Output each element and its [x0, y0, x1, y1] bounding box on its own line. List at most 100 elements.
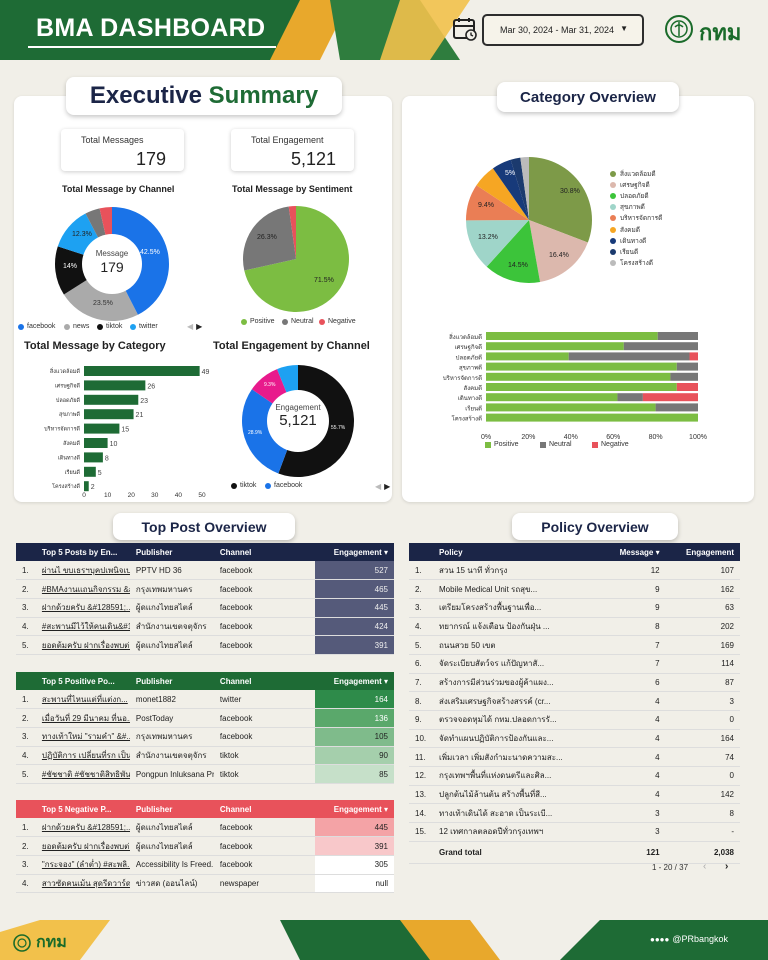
chevron-left-icon: ◀ [375, 482, 382, 491]
table-row[interactable]: 9. ตรวจจอดหุมได้ กทม.ปลอดการรั... 4 0 [409, 710, 740, 730]
table-cell: 424 [314, 617, 394, 637]
table-cell: 445 [314, 818, 394, 838]
stack-segment [486, 362, 677, 371]
table-cell: twitter [213, 690, 315, 710]
legend-twitter: twitter [130, 323, 158, 330]
chevron-left-icon[interactable]: ‹ [703, 861, 707, 872]
column-header[interactable]: Publisher [129, 800, 214, 818]
column-header[interactable]: Channel [213, 800, 315, 818]
table-row[interactable]: 5.ยอดต้มครับ ฝากเรื่องพบต่อ...ผู้ดแกงไทย… [16, 635, 394, 655]
table-row[interactable]: 1. ฝากด้วยครับ &#128591;... ผู้ดแกงไทยสไตล… [16, 818, 394, 838]
table-row[interactable]: 4. ทยากรณ์ แจ้งเตือน ป้องกันฝุ่น ... 8 202 [409, 617, 740, 637]
category-bar [84, 394, 139, 405]
category-tick-label: เรียนดี [465, 404, 482, 412]
table-cell: 6 [601, 673, 666, 693]
table-row[interactable]: 1.ผ่านไ ขบเธรฯบุคปเพนิจเบร่า...PPTV HD 3… [16, 561, 394, 581]
table-row[interactable]: 3. ทางเท้าใหม่ "รามคำ" &#... กรุงเทพมหานคร… [16, 727, 394, 747]
table-row[interactable]: 14. ทางเท้าเดินได้ สะอาด เป็นระเบี... 3 8 [409, 803, 740, 824]
column-header[interactable]: Engagement ▾ [314, 543, 394, 561]
table-cell: - [665, 822, 740, 842]
column-header[interactable]: Engagement [665, 543, 740, 561]
legend-pager[interactable]: ◀ ▶ [375, 482, 390, 491]
table-row[interactable]: 4. #สะพานมีไว้ให้คนเดิน&#1... สำนักงานเขตจ… [16, 617, 394, 637]
table-row[interactable]: 11. เพิ่มเวลา เพิ่มสังกำมะนาดความสะ... 4 74 [409, 747, 740, 768]
legend-pager[interactable]: ◀ ▶ [187, 322, 202, 331]
stack-segment [617, 393, 643, 402]
table-cell: 12. [409, 766, 433, 786]
table-row[interactable]: 4. สาวซัดคนเม้น สุดรีดวาร์ด ข่าวสด (ออนไลน… [16, 874, 394, 894]
category-bar [84, 380, 146, 391]
table-row[interactable]: 8. ส่งเสริมเศรษฐกิจสร้างสรรค์ (cr... 4 3 [409, 691, 740, 711]
column-header[interactable]: Top 5 Negative P... [35, 800, 130, 818]
column-header[interactable]: Policy [433, 543, 602, 561]
legend-item: สังคมดี [610, 224, 662, 235]
table-row[interactable]: 6. จัดระเบียบสัตว์จร แก้ปัญหาสั... 7 114 [409, 654, 740, 674]
table-row[interactable]: 2.#BMAงานแถนกิจกรรม &#...กรุงเทพมหานครfa… [16, 579, 394, 599]
table-row[interactable]: 10. จัดทำแผนปฏิบัติการป้องกันและ... 4 164 [409, 729, 740, 749]
column-header[interactable]: Channel [213, 672, 315, 690]
table-cell: 15. [409, 822, 433, 842]
channel-donut-chart [55, 207, 169, 321]
axis-tick-label: 30 [151, 492, 159, 499]
kpi-value: 179 [135, 149, 166, 169]
table-row[interactable]: 5. ถนนสวย 50 เขต 7 169 [409, 635, 740, 655]
table-cell: 14. [409, 803, 433, 824]
bar-value-label: 23 [140, 398, 148, 405]
category-slice [486, 220, 541, 283]
bar-value-label: 5 [98, 470, 102, 477]
dashboard-title: BMA DASHBOARD [36, 14, 266, 42]
column-header[interactable]: Publisher [129, 543, 214, 561]
column-header[interactable]: Message ▾ [601, 543, 666, 561]
table-cell: 4. [16, 617, 36, 637]
chevron-right-icon[interactable]: › [725, 861, 729, 872]
slice-label: 5% [505, 170, 516, 177]
table-row[interactable]: 5.#ชัชชาติ #ชัชชาติสิทธิพันธุ์...Pongpun… [16, 764, 394, 784]
table-cell: 2. [16, 579, 36, 599]
column-header[interactable]: Top 5 Posts by En... [35, 543, 130, 561]
date-range-selector[interactable]: Mar 30, 2024 - Mar 31, 2024 ▼ [482, 14, 644, 46]
table-cell: 4. [16, 874, 36, 894]
table-cell: 1. [16, 690, 36, 710]
table-cell: สะพานที่ไหนแต่ที่แต่งก... [35, 690, 130, 710]
table-row[interactable]: 12. กรุงเทพฯพื้นที่แห่งดนตรีและศิล... 4 0 [409, 766, 740, 786]
legend-item: เรียนดี [610, 246, 662, 257]
date-range-text: Mar 30, 2024 - Mar 31, 2024 [500, 25, 615, 35]
column-header[interactable]: Engagement ▾ [314, 672, 394, 690]
table-cell: "กระจอง" (ลำต่ำ) #สะพลิ... [35, 855, 130, 875]
table-cell: ผ่านไ ขบเธรฯบุคปเพนิจเบร่า... [35, 561, 130, 581]
column-header[interactable]: Top 5 Positive Po... [35, 672, 130, 690]
social-links[interactable]: ●●●● @PRbangkok [650, 934, 728, 944]
table-row[interactable]: 2. เมื่อวันที่ 29 มีนาคม ที่นอ... PostToda… [16, 708, 394, 728]
table-row[interactable]: 2. Mobile Medical Unit รถสุข... 9 162 [409, 579, 740, 599]
table-cell: 527 [314, 561, 394, 581]
table-row[interactable]: 7. สร้างการมีส่วนร่วมของผู้ค้าแผง... 6 87 [409, 673, 740, 693]
table-cell: ทางเท้าใหม่ "รามคำ" &#... [35, 727, 130, 747]
table-cell: ฝากด้วยครับ &#128591;... [35, 818, 130, 838]
kpi-total-engagement: Total Engagement 5,121 [231, 129, 354, 171]
column-header[interactable]: Channel [213, 543, 315, 561]
table-row[interactable]: 15. 12 เทศกาลตลอดปีทั่วกรุงเทพฯ 3- [409, 822, 740, 842]
table-row[interactable]: 1. สวน 15 นาที ทั่วกรุง 12 107 [409, 561, 740, 581]
table-row[interactable]: 4. ปฏิบัติการ เปลี่ยนที่รก เป็น... สำนักงา… [16, 746, 394, 766]
table-cell: #สะพานมีไว้ให้คนเดิน&#1... [35, 617, 130, 637]
column-header[interactable]: Engagement ▾ [314, 800, 394, 818]
table-row[interactable]: 13. ปลูกต้นไม้ล้านต้น สร้างพื้นที่สี... 4 1… [409, 785, 740, 805]
table-cell: 9 [601, 579, 666, 599]
table-row[interactable]: 2.ยอดต้มครับ ฝากเรื่องพบต่อ...ผู้ดแกงไทย… [16, 836, 394, 856]
table-cell: สาวซัดคนเม้น สุดรีดวาร์ด [35, 874, 130, 894]
slice-label: 14.5% [508, 262, 528, 269]
table-row[interactable]: 3. ฝากด้วยครับ &#128591;... ผู้ดแกงไทยสไตล… [16, 598, 394, 618]
category-tick-label: เรียนดี [65, 469, 81, 476]
column-header[interactable]: Publisher [129, 672, 214, 690]
table-row[interactable]: 3. "กระจอง" (ลำต่ำ) #สะพลิ... Accessibilit… [16, 855, 394, 875]
table-row[interactable]: 1. สะพานที่ไหนแต่ที่แต่งก... monet1882 twit… [16, 690, 394, 710]
table-row[interactable]: 3. เตรียมโครงสร้างพื้นฐานเพื่อ... 9 63 [409, 598, 740, 618]
calendar-icon[interactable] [452, 16, 478, 42]
slice-label: 26.3% [257, 234, 277, 241]
category-pie-legend: สิ่งแวดล้อมดี เศรษฐกิจดี ปลอดภัยดี สุขภาพดี… [610, 168, 662, 269]
stack-segment [486, 403, 656, 412]
category-tick-label: สุขภาพดี [59, 411, 80, 418]
axis-tick-label: 60% [606, 434, 620, 441]
axis-tick-label: 0% [481, 434, 491, 441]
table-cell: สำนักงานเขตจตุจักร [129, 617, 214, 637]
